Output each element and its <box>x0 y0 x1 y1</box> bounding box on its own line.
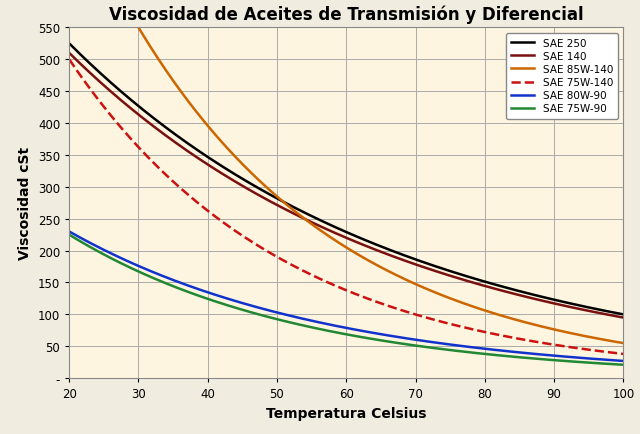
SAE 80W-90 <box>65 229 73 234</box>
Line: SAE 250: SAE 250 <box>69 44 623 315</box>
SAE 140 <box>620 315 627 320</box>
Y-axis label: Viscosidad cSt: Viscosidad cSt <box>19 147 33 260</box>
SAE 85W-140 <box>65 20 73 25</box>
SAE 250 <box>486 281 493 286</box>
SAE 85W-140 <box>543 325 550 330</box>
SAE 85W-140 <box>486 309 493 315</box>
SAE 80W-90 <box>402 336 410 341</box>
SAE 75W-140 <box>620 352 627 357</box>
SAE 250 <box>419 260 426 265</box>
SAE 75W-90 <box>99 252 107 257</box>
SAE 75W-90 <box>486 352 493 357</box>
Line: SAE 85W-140: SAE 85W-140 <box>69 22 623 343</box>
SAE 80W-90 <box>99 247 107 253</box>
Title: Viscosidad de Aceites de Transmisión y Diferencial: Viscosidad de Aceites de Transmisión y D… <box>109 6 584 24</box>
SAE 75W-140 <box>402 309 410 314</box>
SAE 85W-140 <box>387 270 395 276</box>
Line: SAE 80W-90: SAE 80W-90 <box>69 232 623 361</box>
SAE 75W-90 <box>65 233 73 238</box>
SAE 85W-140 <box>99 20 107 25</box>
SAE 85W-140 <box>402 277 410 283</box>
Line: SAE 140: SAE 140 <box>69 54 623 318</box>
SAE 75W-140 <box>543 341 550 346</box>
SAE 85W-140 <box>620 341 627 346</box>
SAE 140 <box>486 285 493 290</box>
SAE 140 <box>543 299 550 305</box>
SAE 80W-90 <box>620 358 627 364</box>
SAE 75W-140 <box>99 104 107 109</box>
SAE 75W-140 <box>419 314 426 319</box>
SAE 75W-90 <box>419 344 426 349</box>
SAE 80W-90 <box>387 333 395 339</box>
SAE 75W-90 <box>543 357 550 362</box>
X-axis label: Temperatura Celsius: Temperatura Celsius <box>266 406 426 420</box>
Line: SAE 75W-140: SAE 75W-140 <box>69 60 623 354</box>
SAE 140 <box>419 264 426 270</box>
SAE 140 <box>387 253 395 259</box>
SAE 75W-140 <box>65 58 73 63</box>
SAE 140 <box>99 83 107 88</box>
SAE 75W-140 <box>486 331 493 336</box>
SAE 250 <box>543 296 550 301</box>
SAE 250 <box>99 74 107 79</box>
SAE 80W-90 <box>419 338 426 343</box>
SAE 250 <box>620 312 627 317</box>
Legend: SAE 250, SAE 140, SAE 85W-140, SAE 75W-140, SAE 80W-90, SAE 75W-90: SAE 250, SAE 140, SAE 85W-140, SAE 75W-1… <box>506 33 618 119</box>
SAE 75W-90 <box>387 339 395 345</box>
SAE 140 <box>65 51 73 56</box>
SAE 250 <box>402 253 410 259</box>
SAE 75W-140 <box>387 304 395 309</box>
SAE 85W-140 <box>419 285 426 290</box>
SAE 140 <box>402 259 410 264</box>
Line: SAE 75W-90: SAE 75W-90 <box>69 235 623 365</box>
SAE 75W-90 <box>620 362 627 368</box>
SAE 250 <box>387 248 395 253</box>
SAE 250 <box>65 42 73 47</box>
SAE 80W-90 <box>486 347 493 352</box>
SAE 75W-90 <box>402 342 410 347</box>
SAE 80W-90 <box>543 352 550 358</box>
